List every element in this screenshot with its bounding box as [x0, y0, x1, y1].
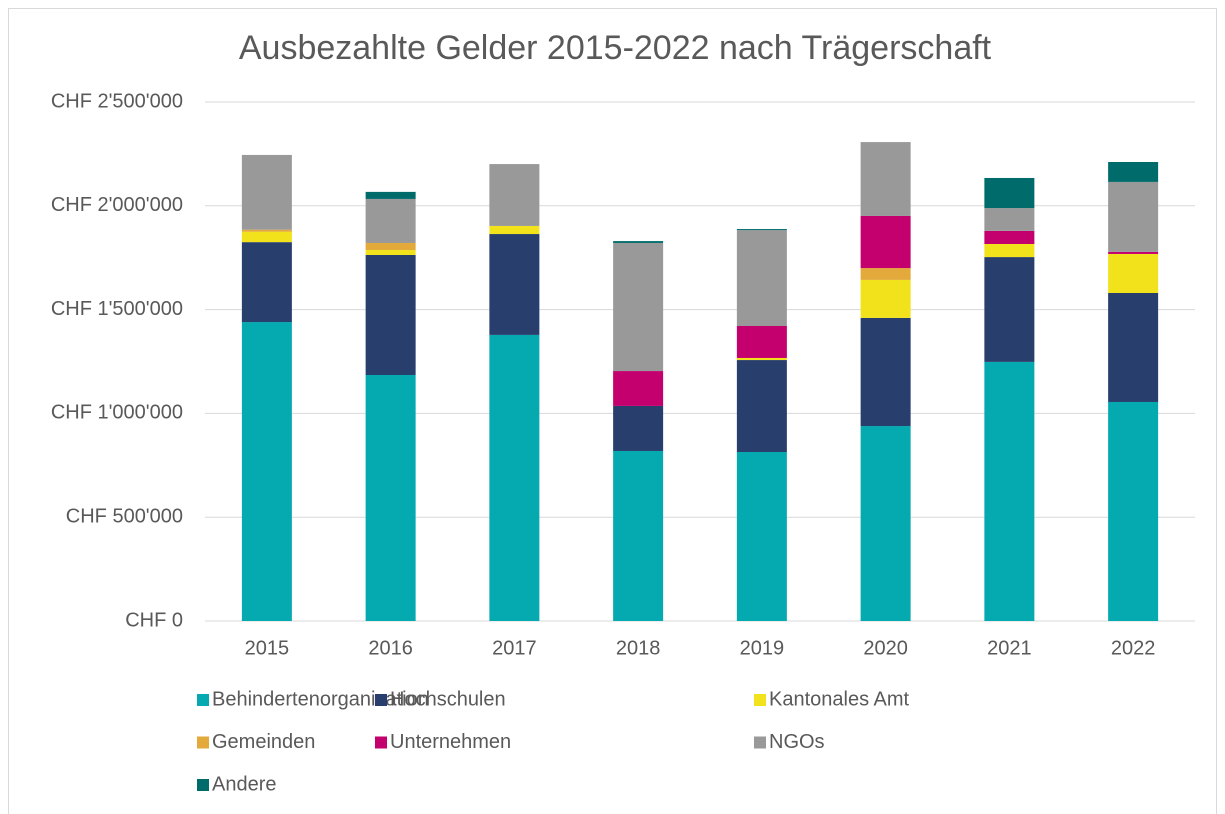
legend-label: Andere	[212, 773, 277, 795]
bar-segment	[489, 334, 540, 621]
chart-title: Ausbezahlte Gelder 2015-2022 nach Träger…	[239, 29, 992, 67]
bar-segment	[1108, 161, 1159, 182]
bar-segment	[860, 268, 911, 280]
bar-segment	[613, 241, 664, 243]
bar-segment	[984, 361, 1035, 621]
bar-segment	[365, 242, 416, 251]
bar-segment	[736, 452, 787, 621]
legend-label: Hochschulen	[390, 688, 506, 710]
bar-segment	[736, 326, 787, 358]
bar-segment	[736, 360, 787, 453]
legend-label: Behindertenorganisation	[212, 688, 429, 710]
bar-segment	[241, 154, 292, 230]
legend-swatch	[197, 779, 209, 791]
bar-segment	[613, 405, 664, 451]
bar-segment	[1108, 401, 1159, 621]
bar-segment	[489, 234, 540, 335]
bar-segment	[860, 426, 911, 621]
legend-swatch	[197, 694, 209, 706]
bar-segment	[365, 374, 416, 621]
bar-segment	[613, 242, 664, 372]
legend-swatch	[375, 736, 387, 749]
bar-segment	[241, 242, 292, 323]
bar-segment	[365, 255, 416, 375]
bar-segment	[365, 198, 416, 243]
bar-segment	[860, 215, 911, 269]
bar-segment	[984, 257, 1035, 362]
bar-segment	[984, 208, 1035, 231]
y-tick-label: CHF 500'000	[66, 505, 183, 527]
bar-segment	[489, 225, 540, 235]
bar-segment	[241, 322, 292, 621]
bar-segment	[736, 229, 787, 231]
x-tick-label: 2021	[987, 637, 1032, 659]
x-tick-label: 2019	[740, 637, 785, 659]
y-tick-label: CHF 2'000'000	[51, 194, 183, 216]
bar-segment	[613, 450, 664, 621]
bar-segment	[860, 142, 911, 216]
legend-swatch	[754, 736, 766, 749]
bar-segment	[984, 243, 1035, 258]
bar-segment	[1108, 251, 1159, 254]
legend-label: Unternehmen	[390, 731, 511, 753]
chart-frame	[8, 8, 1217, 814]
y-tick-label: CHF 0	[125, 609, 183, 631]
bar-segment	[241, 231, 292, 243]
x-tick-label: 2022	[1111, 637, 1156, 659]
legend-label: Kantonales Amt	[769, 688, 910, 710]
bar-segment	[736, 357, 787, 361]
y-tick-label: CHF 1'500'000	[51, 298, 183, 320]
bar-segment	[736, 230, 787, 327]
bar-segment	[1108, 253, 1159, 293]
bar-segment	[860, 317, 911, 427]
x-tick-label: 2018	[616, 637, 661, 659]
legend-swatch	[754, 694, 766, 706]
x-tick-label: 2015	[245, 637, 290, 659]
y-tick-label: CHF 2'500'000	[51, 90, 183, 112]
bar-segment	[613, 371, 664, 406]
bar-segment	[241, 229, 292, 232]
bar-segment	[365, 191, 416, 199]
legend-label: Gemeinden	[212, 731, 315, 753]
legend-swatch	[197, 736, 209, 749]
legend-label: NGOs	[769, 731, 825, 753]
x-tick-label: 2016	[368, 637, 413, 659]
bar-segment	[365, 250, 416, 256]
y-tick-label: CHF 1'000'000	[51, 402, 183, 424]
bar-segment	[860, 279, 911, 318]
legend-swatch	[375, 694, 387, 706]
x-tick-label: 2020	[863, 637, 908, 659]
bar-segment	[1108, 292, 1159, 402]
bar-segment	[984, 177, 1035, 209]
bar-segment	[1108, 181, 1159, 252]
x-tick-label: 2017	[492, 637, 537, 659]
bar-segment	[984, 230, 1035, 244]
bar-segment	[489, 164, 540, 226]
